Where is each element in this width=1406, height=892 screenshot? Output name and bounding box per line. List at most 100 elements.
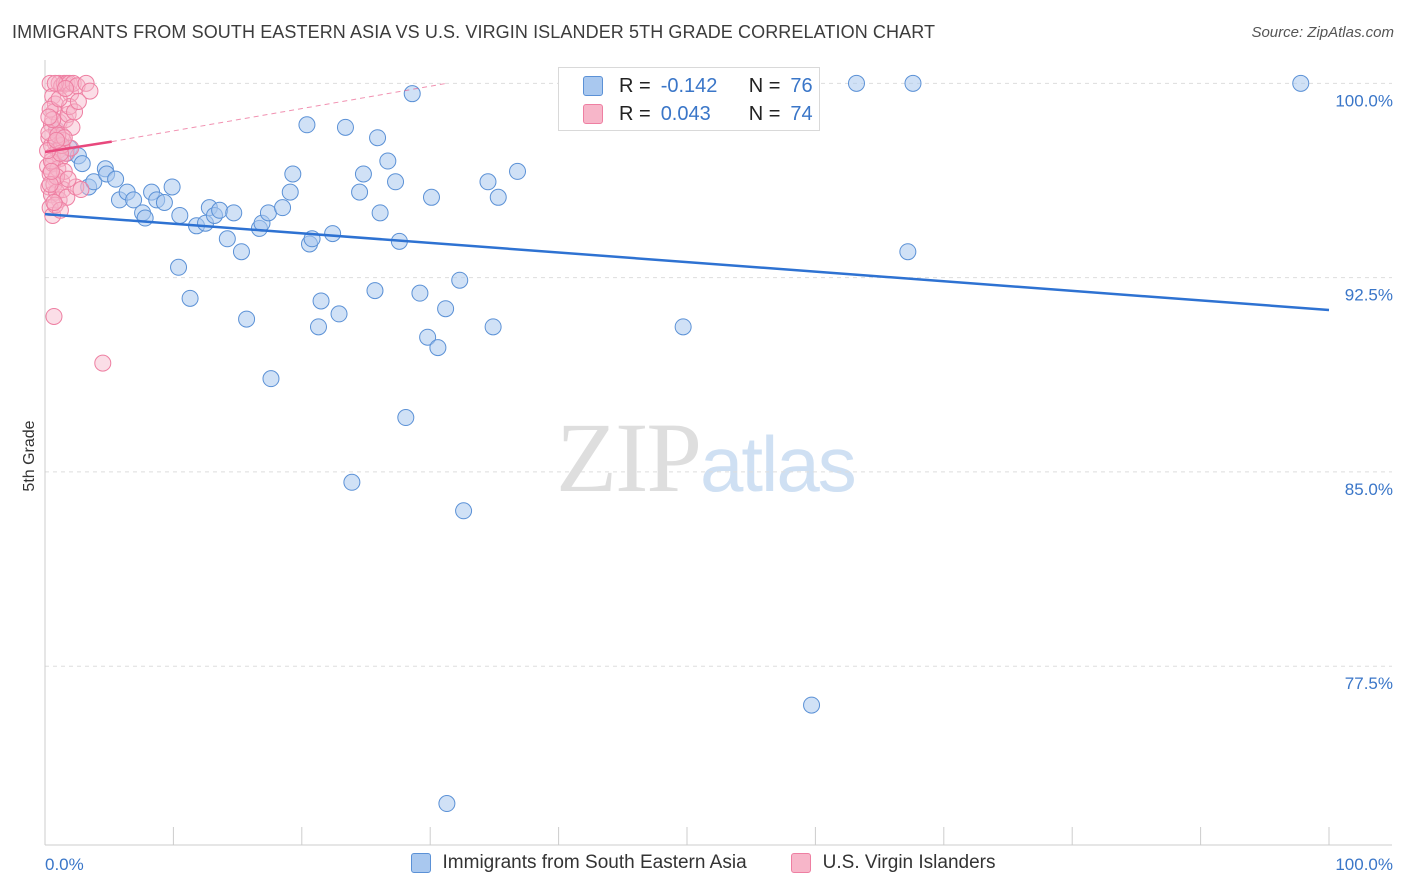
watermark-zip: ZIP bbox=[556, 402, 702, 513]
stats-legend-row-pink: R = 0.043 N = 74 bbox=[583, 100, 813, 128]
pink-data-point bbox=[41, 175, 59, 193]
blue-swatch bbox=[583, 76, 603, 96]
n-label: N = bbox=[748, 74, 781, 97]
blue-data-point bbox=[170, 258, 188, 276]
series-legend: Immigrants from South Eastern Asia U.S. … bbox=[0, 852, 1406, 874]
blue-trend-line bbox=[44, 212, 1330, 312]
legend-label: Immigrants from South Eastern Asia bbox=[442, 852, 747, 873]
x-tick-label: 0.0% bbox=[45, 855, 84, 874]
blue-data-point bbox=[422, 188, 440, 206]
chart-title: IMMIGRANTS FROM SOUTH EASTERN ASIA VS U.… bbox=[12, 22, 936, 42]
n-label: N = bbox=[748, 102, 781, 125]
y-tick-label: 77.5% bbox=[1345, 674, 1393, 693]
blue-data-point bbox=[479, 173, 497, 191]
pink-data-point bbox=[57, 79, 75, 97]
blue-data-point bbox=[312, 292, 330, 310]
legend-item-blue[interactable]: Immigrants from South Eastern Asia bbox=[410, 852, 747, 874]
blue-data-point bbox=[238, 310, 256, 328]
pink-data-point bbox=[40, 108, 58, 126]
blue-data-point bbox=[438, 795, 456, 813]
blue-data-point bbox=[232, 243, 250, 261]
blue-data-point bbox=[85, 173, 103, 191]
blue-data-point bbox=[163, 178, 181, 196]
x-tick-label: 100.0% bbox=[1335, 855, 1393, 874]
blue-data-point bbox=[484, 318, 502, 336]
blue-data-point bbox=[155, 193, 173, 211]
blue-data-point bbox=[73, 155, 91, 173]
blue-data-point bbox=[847, 74, 865, 92]
blue-data-point bbox=[387, 173, 405, 191]
blue-data-point bbox=[437, 300, 455, 318]
blue-data-point bbox=[354, 165, 372, 183]
blue-data-point bbox=[429, 339, 447, 357]
blue-data-point bbox=[171, 206, 189, 224]
pink-data-point bbox=[77, 74, 95, 92]
blue-data-point bbox=[298, 116, 316, 134]
n-value: 74 bbox=[790, 102, 813, 125]
blue-data-point bbox=[107, 170, 125, 188]
pink-trend-extension bbox=[111, 82, 447, 143]
y-tick-label: 85.0% bbox=[1345, 480, 1393, 499]
pink-data-point bbox=[42, 162, 60, 180]
y-tick-label: 92.5% bbox=[1345, 286, 1393, 305]
pink-swatch bbox=[790, 853, 811, 873]
pink-trend-line bbox=[44, 140, 112, 154]
blue-data-point bbox=[309, 318, 327, 336]
blue-data-point bbox=[411, 284, 429, 302]
blue-data-point bbox=[1292, 74, 1310, 92]
blue-data-point bbox=[899, 243, 917, 261]
pink-data-point bbox=[81, 82, 99, 100]
pink-data-point bbox=[66, 103, 84, 121]
blue-data-point bbox=[284, 165, 302, 183]
blue-data-point bbox=[136, 209, 154, 227]
blue-data-point bbox=[211, 201, 229, 219]
blue-data-point bbox=[397, 409, 415, 427]
pink-data-point bbox=[45, 307, 63, 325]
n-value: 76 bbox=[790, 74, 813, 97]
pink-data-point bbox=[46, 74, 64, 92]
r-label: R = bbox=[619, 74, 651, 97]
watermark: ZIPatlas bbox=[556, 400, 857, 515]
r-value: -0.142 bbox=[660, 74, 718, 97]
legend-label: U.S. Virgin Islanders bbox=[822, 852, 996, 873]
blue-data-point bbox=[379, 152, 397, 170]
watermark-atlas: atlas bbox=[700, 420, 857, 508]
stats-legend: R = -0.142 N = 76 R = 0.043 N = 74 bbox=[558, 67, 820, 131]
blue-data-point bbox=[455, 502, 473, 520]
source-label: Source: ZipAtlas.com bbox=[1251, 24, 1394, 41]
blue-data-point bbox=[330, 305, 348, 323]
blue-data-point bbox=[674, 318, 692, 336]
pink-data-point bbox=[69, 92, 87, 110]
blue-data-point bbox=[281, 183, 299, 201]
pink-data-point bbox=[72, 181, 90, 199]
blue-data-point bbox=[509, 162, 527, 180]
pink-data-point bbox=[94, 354, 112, 372]
legend-item-pink[interactable]: U.S. Virgin Islanders bbox=[790, 852, 996, 874]
pink-swatch bbox=[583, 104, 603, 124]
blue-data-point bbox=[324, 225, 342, 243]
blue-data-point bbox=[366, 282, 384, 300]
r-value: 0.043 bbox=[660, 102, 711, 125]
blue-data-point bbox=[259, 204, 277, 222]
blue-data-point bbox=[225, 204, 243, 222]
blue-data-point bbox=[371, 204, 389, 222]
blue-data-point bbox=[419, 328, 437, 346]
stats-legend-row-blue: R = -0.142 N = 76 bbox=[583, 72, 813, 100]
blue-swatch bbox=[410, 853, 431, 873]
blue-data-point bbox=[351, 183, 369, 201]
r-label: R = bbox=[619, 102, 651, 125]
blue-data-point bbox=[489, 188, 507, 206]
pink-data-point bbox=[48, 131, 66, 149]
blue-data-point bbox=[181, 289, 199, 307]
blue-data-point bbox=[274, 199, 292, 217]
blue-data-point bbox=[904, 74, 922, 92]
blue-data-point bbox=[218, 230, 236, 248]
blue-data-point bbox=[336, 118, 354, 136]
blue-data-point bbox=[343, 473, 361, 491]
blue-data-point bbox=[451, 271, 469, 289]
pink-data-point bbox=[45, 193, 63, 211]
blue-data-point bbox=[262, 370, 280, 388]
y-tick-label: 100.0% bbox=[1335, 91, 1393, 110]
y-axis-label: 5th Grade bbox=[21, 420, 38, 492]
